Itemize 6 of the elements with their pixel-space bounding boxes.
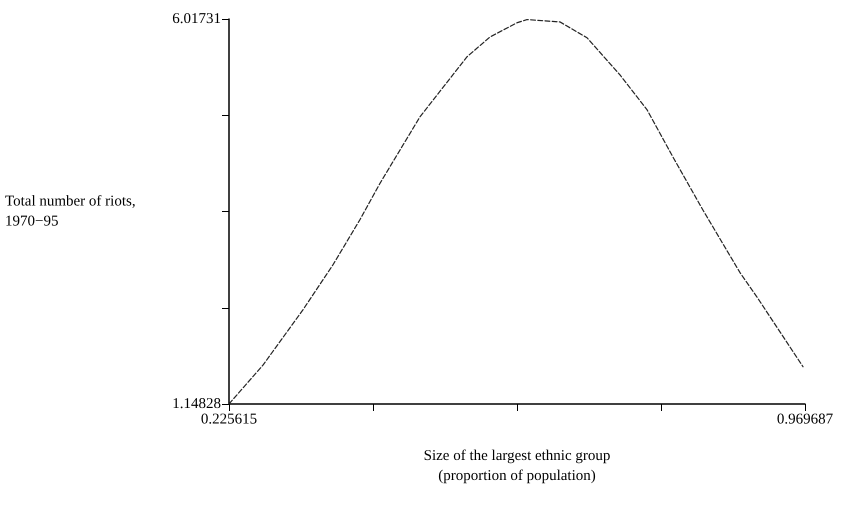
y-axis-title: Total number of riots, 1970−95 xyxy=(5,194,136,230)
y-tick-label: 6.01731 xyxy=(172,11,221,27)
y-tick-label: 1.14828 xyxy=(172,396,221,412)
x-axis-title: Size of the largest ethnic group (proportion of population) xyxy=(424,448,610,484)
x-tick-label: 0.969687 xyxy=(776,412,834,428)
x-tick-label: 0.225615 xyxy=(200,412,258,428)
